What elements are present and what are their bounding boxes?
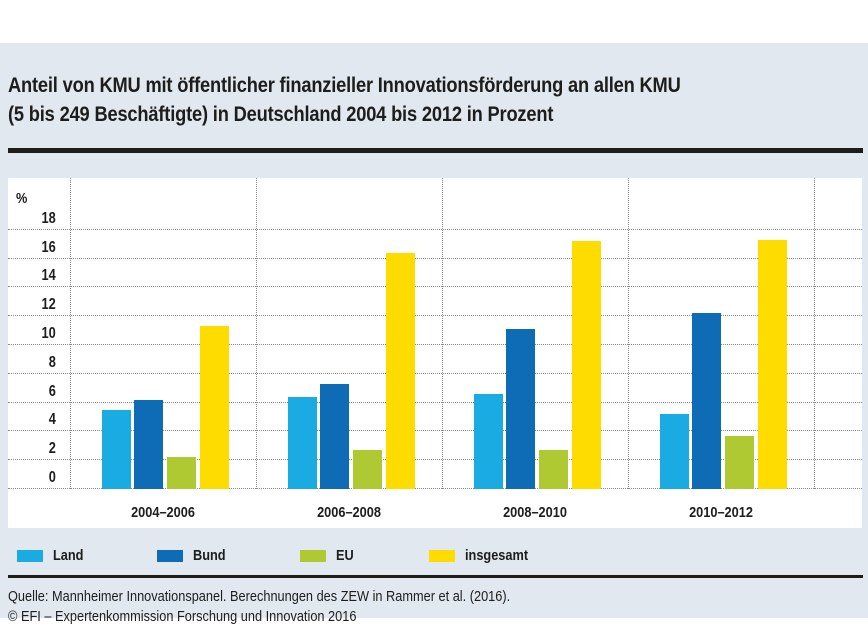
gridline-y-4 xyxy=(8,430,862,432)
figure-title-line-1: Anteil von KMU mit öffentlicher finanzie… xyxy=(8,74,681,97)
y-tick-label-16: 16 xyxy=(41,238,56,256)
figure-title: Anteil von KMU mit öffentlicher finanzie… xyxy=(8,71,781,129)
bar-insgesamt-2010–2012 xyxy=(758,239,788,489)
bar-land-2008–2010 xyxy=(473,393,503,489)
y-tick-label-10: 10 xyxy=(41,324,56,342)
figure-title-line-2: (5 bis 249 Beschäftigte) in Deutschland … xyxy=(8,103,554,126)
y-tick-label-12: 12 xyxy=(41,296,56,314)
y-tick-label-14: 14 xyxy=(41,267,56,285)
gridline-x-0 xyxy=(70,178,71,489)
title-divider-rule xyxy=(8,148,863,153)
bar-land-2004–2006 xyxy=(101,409,131,489)
legend-label-bund: Bund xyxy=(193,547,226,564)
bar-insgesamt-2008–2010 xyxy=(572,241,602,489)
chart-legend: Land Bund EU insgesamt xyxy=(0,547,868,567)
gridline-x-1 xyxy=(256,178,257,489)
y-tick-label-8: 8 xyxy=(48,353,56,371)
y-tick-label-4: 4 xyxy=(48,411,56,429)
y-tick-label-0: 0 xyxy=(48,468,56,486)
bar-bund-2004–2006 xyxy=(134,399,164,489)
source-citation: Quelle: Mannheimer Innovationspanel. Ber… xyxy=(8,589,511,605)
bar-insgesamt-2004–2006 xyxy=(200,326,230,489)
x-label-2010–2012: 2010–2012 xyxy=(689,504,753,521)
x-label-2006–2008: 2006–2008 xyxy=(317,504,381,521)
bar-insgesamt-2006–2008 xyxy=(386,252,416,489)
gridline-y-14 xyxy=(8,286,862,288)
gridline-y-6 xyxy=(8,401,862,403)
x-label-2004–2006: 2004–2006 xyxy=(131,504,195,521)
gridline-y-0 xyxy=(8,487,862,489)
bar-eu-2006–2008 xyxy=(353,450,383,489)
bar-eu-2004–2006 xyxy=(167,457,197,489)
bar-bund-2008–2010 xyxy=(506,329,536,489)
footer-divider-rule xyxy=(8,575,863,578)
bar-eu-2008–2010 xyxy=(539,450,569,489)
gridline-y-8 xyxy=(8,372,862,374)
bar-land-2010–2012 xyxy=(659,414,689,489)
gridline-x-4 xyxy=(814,178,815,489)
y-tick-label-6: 6 xyxy=(48,382,56,400)
y-tick-label-18: 18 xyxy=(41,209,56,227)
y-tick-label-2: 2 xyxy=(48,440,56,458)
bar-chart-panel: % 18 16 14 12 10 8 6 4 2 0 2004–2006 2006–2008 2008–… xyxy=(8,178,862,528)
bar-land-2006–2008 xyxy=(287,396,317,489)
legend-swatch-insgesamt xyxy=(429,550,455,562)
x-label-2008–2010: 2008–2010 xyxy=(503,504,567,521)
legend-swatch-eu xyxy=(300,550,326,562)
gridline-x-2 xyxy=(442,178,443,489)
legend-label-eu: EU xyxy=(336,547,354,564)
bar-bund-2006–2008 xyxy=(320,383,350,489)
gridline-y-12 xyxy=(8,315,862,317)
legend-label-insgesamt: insgesamt xyxy=(465,547,529,564)
gridline-y-10 xyxy=(8,343,862,345)
legend-label-land: Land xyxy=(53,547,84,564)
bar-eu-2010–2012 xyxy=(725,435,755,489)
gridline-x-3 xyxy=(628,178,629,489)
gridline-y-2 xyxy=(8,459,862,461)
bar-bund-2010–2012 xyxy=(692,313,722,489)
legend-swatch-bund xyxy=(157,550,183,562)
legend-swatch-land xyxy=(17,550,43,562)
y-axis-unit-label: % xyxy=(16,190,28,207)
gridline-y-16 xyxy=(8,257,862,259)
gridline-y-18 xyxy=(8,228,862,230)
